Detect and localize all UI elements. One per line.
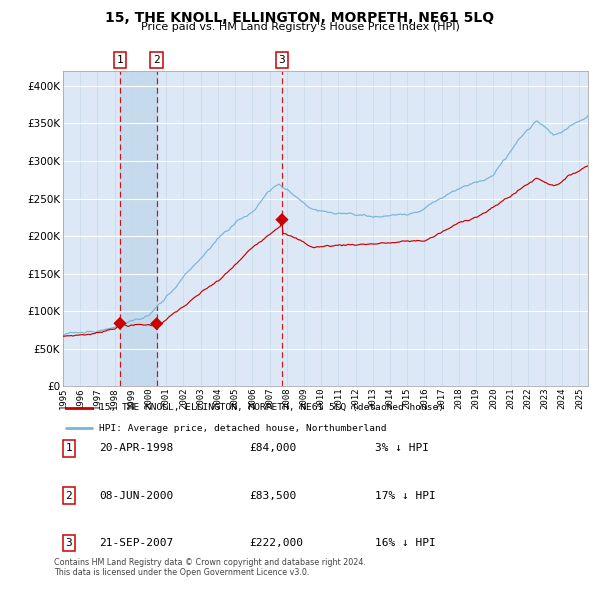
- Text: 1: 1: [116, 55, 124, 65]
- Text: 16% ↓ HPI: 16% ↓ HPI: [375, 538, 436, 548]
- Text: HPI: Average price, detached house, Northumberland: HPI: Average price, detached house, Nort…: [98, 424, 386, 433]
- Text: 08-JUN-2000: 08-JUN-2000: [99, 491, 173, 500]
- Text: 15, THE KNOLL, ELLINGTON, MORPETH, NE61 5LQ (detached house): 15, THE KNOLL, ELLINGTON, MORPETH, NE61 …: [98, 403, 443, 412]
- Text: 3: 3: [278, 55, 286, 65]
- Text: Contains HM Land Registry data © Crown copyright and database right 2024.
This d: Contains HM Land Registry data © Crown c…: [54, 558, 366, 577]
- Text: 3% ↓ HPI: 3% ↓ HPI: [375, 444, 429, 453]
- Text: 17% ↓ HPI: 17% ↓ HPI: [375, 491, 436, 500]
- Text: 21-SEP-2007: 21-SEP-2007: [99, 538, 173, 548]
- Text: 1: 1: [65, 444, 73, 453]
- Text: £83,500: £83,500: [249, 491, 296, 500]
- Point: [115, 319, 125, 328]
- Text: 20-APR-1998: 20-APR-1998: [99, 444, 173, 453]
- Text: 2: 2: [153, 55, 160, 65]
- Text: 2: 2: [65, 491, 73, 500]
- Text: £222,000: £222,000: [249, 538, 303, 548]
- Text: £84,000: £84,000: [249, 444, 296, 453]
- Text: 3: 3: [65, 538, 73, 548]
- Text: Price paid vs. HM Land Registry's House Price Index (HPI): Price paid vs. HM Land Registry's House …: [140, 22, 460, 32]
- Text: 15, THE KNOLL, ELLINGTON, MORPETH, NE61 5LQ: 15, THE KNOLL, ELLINGTON, MORPETH, NE61 …: [106, 11, 494, 25]
- Bar: [120, 71, 157, 386]
- Point: [152, 319, 161, 329]
- Point: [277, 215, 287, 224]
